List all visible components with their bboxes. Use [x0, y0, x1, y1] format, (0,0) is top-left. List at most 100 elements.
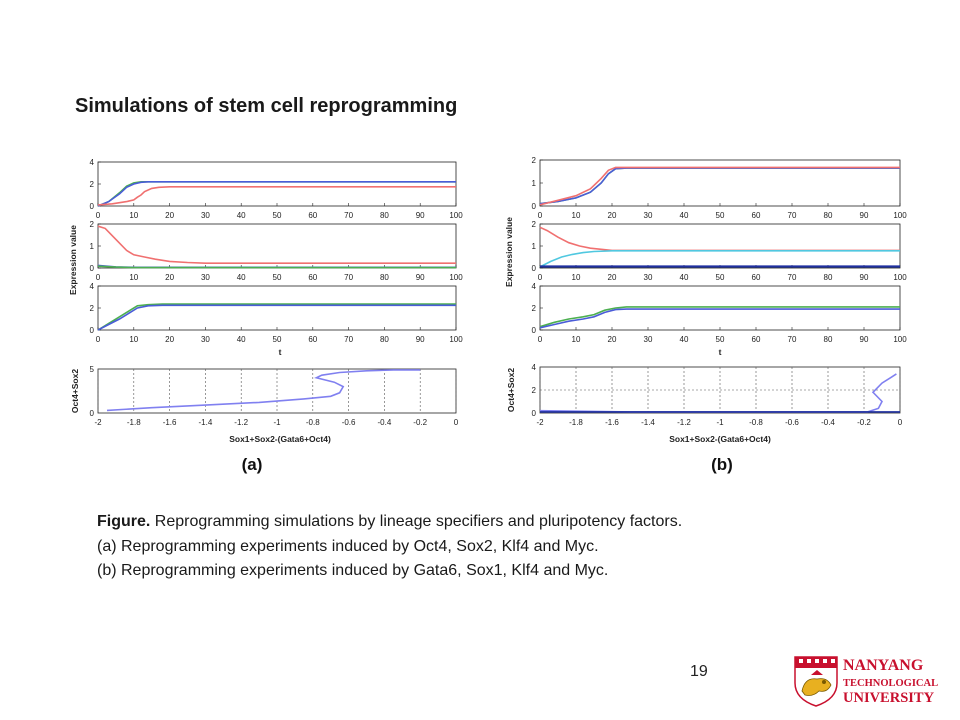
panel-a-subplot-1-ytick-label: 2: [90, 180, 95, 189]
panel-a-subplot-2-ytick-label: 2: [90, 220, 95, 229]
panel-b-subplot-3-xtick-label: 70: [788, 335, 797, 344]
panel-b-subplot-2-xtick-label: 60: [752, 273, 761, 282]
panel-b-label: (b): [711, 455, 733, 474]
panel-b-subplot-2-xtick-label: 20: [608, 273, 617, 282]
panel-a-subplot-1-frame: [97, 161, 457, 207]
panel-b-subplot-1-xtick-label: 90: [860, 211, 869, 220]
caption-line-1: Figure. Reprogramming simulations by lin…: [97, 510, 682, 535]
panel-a-subplot-2-series-green: [97, 265, 456, 269]
panel-b-subplot-2-ytick-label: 1: [532, 242, 537, 251]
panel-a-subplot-3-series-green: [97, 303, 456, 331]
panel-b-subplot-2-ytick-label: 2: [532, 220, 537, 229]
panel-b-phase-ytick-label: 0: [532, 409, 537, 418]
panel-b-subplot-3-xtick-label: 50: [716, 335, 725, 344]
caption-line-3: (b) Reprogramming experiments induced by…: [97, 562, 609, 579]
panel-a-phase-xtick-label: -0.8: [306, 418, 320, 427]
panel-a-xlabel-t: t: [279, 347, 282, 357]
panel-b-phase-ylabel: Oct4+Sox2: [506, 368, 516, 412]
panel-a-subplot-3-ytick-label: 2: [90, 304, 95, 313]
panel-b-subplot-1-xtick-label: 0: [538, 211, 543, 220]
panel-a-phase-series-purple: [106, 369, 421, 412]
panel-a-phase-xtick-label: -1.8: [127, 418, 141, 427]
panel-a-subplot-3-xtick-label: 30: [201, 335, 210, 344]
panel-b-subplot-3-ytick-label: 0: [532, 326, 537, 335]
panel-a-subplot-1-xtick-label: 50: [273, 211, 282, 220]
panel-a-subplot-2-xtick-label: 90: [416, 273, 425, 282]
panel-a-subplot-2-xtick-label: 80: [380, 273, 389, 282]
panel-a-subplot-1-xtick-label: 100: [449, 211, 463, 220]
panel-a-subplot-3-xtick-label: 80: [380, 335, 389, 344]
panel-a-subplot-3-xtick-label: 40: [237, 335, 246, 344]
panel-b-subplot-1-series-red: [539, 166, 900, 206]
panel-b-subplot-2-xtick-label: 30: [644, 273, 653, 282]
panel-a-subplot-3-frame: [97, 285, 457, 331]
panel-b-subplot-2-frame: [539, 223, 901, 269]
panel-a-subplot-1-xtick-label: 20: [165, 211, 174, 220]
slide-title: Simulations of stem cell reprogramming: [75, 95, 458, 117]
panel-b-phase-xtick-label: -0.6: [785, 418, 799, 427]
panel-a-phase-ytick-label: 5: [90, 365, 95, 374]
figure: Expression value(a)0 10 20 30 40 50 60 70 80 90 10…: [68, 156, 907, 474]
panel-a-subplot-3-xtick-label: 10: [129, 335, 138, 344]
panel-a-subplot-1-xtick-label: 30: [201, 211, 210, 220]
panel-b-subplot-3-series-green: [539, 306, 900, 328]
panel-a-subplot-2-xtick-label: 0: [96, 273, 101, 282]
panel-b-subplot-3-ytick-label: 2: [532, 304, 537, 313]
panel-b-subplot-1-xtick-label: 100: [893, 211, 907, 220]
panel-b-phase-xtick-label: -0.2: [857, 418, 871, 427]
panel-a-phase-xtick-label: -1: [273, 418, 281, 427]
panel-a-subplot-2-ytick-label: 0: [90, 264, 95, 273]
panel-a-phase-xtick-label: -0.2: [413, 418, 427, 427]
panel-b-phase-xlabel: Sox1+Sox2-(Gata6+Oct4): [669, 434, 771, 444]
panel-b-subplot-3-xtick-label: 100: [893, 335, 907, 344]
panel-a-subplot-2-frame: [97, 223, 457, 269]
panel-b-subplot-1-ytick-label: 0: [532, 202, 537, 211]
panel-a-subplot-2-series-red: [97, 225, 456, 265]
panel-b-subplot-1-xtick-label: 10: [572, 211, 581, 220]
panel-a-subplot-1-xtick-label: 70: [344, 211, 353, 220]
panel-a-phase-xlabel: Sox1+Sox2-(Gata6+Oct4): [229, 434, 331, 444]
panel-b-subplot-1-series-blue: [539, 167, 900, 205]
panel-a-subplot-1-series-blue: [97, 181, 456, 207]
panel-a-subplot-2-xtick-label: 50: [273, 273, 282, 282]
panel-b-phase-xtick-label: 0: [898, 418, 903, 427]
panel-b-subplot-1-xtick-label: 40: [680, 211, 689, 220]
panel-b-subplot-3-xtick-label: 60: [752, 335, 761, 344]
panel-a-subplot-3-xtick-label: 70: [344, 335, 353, 344]
panel-b-phase-ytick-label: 2: [532, 386, 537, 395]
panel-a-phase-xtick-label: -1.2: [234, 418, 248, 427]
caption-line-1-text: Reprogramming simulations by lineage spe…: [150, 513, 683, 530]
panel-b-phase-xtick-label: -0.4: [821, 418, 835, 427]
panel-b-phase-xtick-label: -1: [716, 418, 724, 427]
panel-b-subplot-1-xtick-label: 50: [716, 211, 725, 220]
panel-a-subplot-2-xtick-label: 70: [344, 273, 353, 282]
panel-b-subplot-3-xtick-label: 10: [572, 335, 581, 344]
panel-a-subplot-3-xtick-label: 100: [449, 335, 463, 344]
panel-a-subplot-3-xtick-label: 0: [96, 335, 101, 344]
panel-b-subplot-1-ytick-label: 2: [532, 156, 537, 165]
panel-b-subplot-2-xtick-label: 100: [893, 273, 907, 282]
panel-b-subplot-2-xtick-label: 80: [824, 273, 833, 282]
panel-b-phase-xtick-label: -1.4: [641, 418, 655, 427]
logo-line-1: NANYANG: [843, 657, 924, 674]
panel-b-subplot-3-xtick-label: 40: [680, 335, 689, 344]
panel-a-phase-xtick-label: -2: [94, 418, 102, 427]
panel-a-subplot-2-xtick-label: 100: [449, 273, 463, 282]
panel-a-subplot-3-xtick-label: 60: [308, 335, 317, 344]
panel-a-subplot-2-xtick-label: 60: [308, 273, 317, 282]
panel-a-subplot-3-xtick-label: 50: [273, 335, 282, 344]
panel-b-subplot-2-ytick-label: 0: [532, 264, 537, 273]
logo-line-3: UNIVERSITY: [843, 690, 935, 706]
panel-b-subplot-2-xtick-label: 40: [680, 273, 689, 282]
panel-a-phase-ylabel: Oct4+Sox2: [70, 369, 80, 413]
panel-a-subplot-3-xtick-label: 20: [165, 335, 174, 344]
page-number: 19: [690, 663, 708, 680]
panel-b-phase-xtick-label: -1.2: [677, 418, 691, 427]
panel-b-subplot-2-xtick-label: 70: [788, 273, 797, 282]
panel-a-label: (a): [242, 455, 263, 474]
panel-b-subplot-1-xtick-label: 60: [752, 211, 761, 220]
panel-a-subplot-3-xtick-label: 90: [416, 335, 425, 344]
panel-a-subplot-2-ytick-label: 1: [90, 242, 95, 251]
panel-a-subplot-1-xtick-label: 10: [129, 211, 138, 220]
panel-b-subplot-3-xtick-label: 20: [608, 335, 617, 344]
